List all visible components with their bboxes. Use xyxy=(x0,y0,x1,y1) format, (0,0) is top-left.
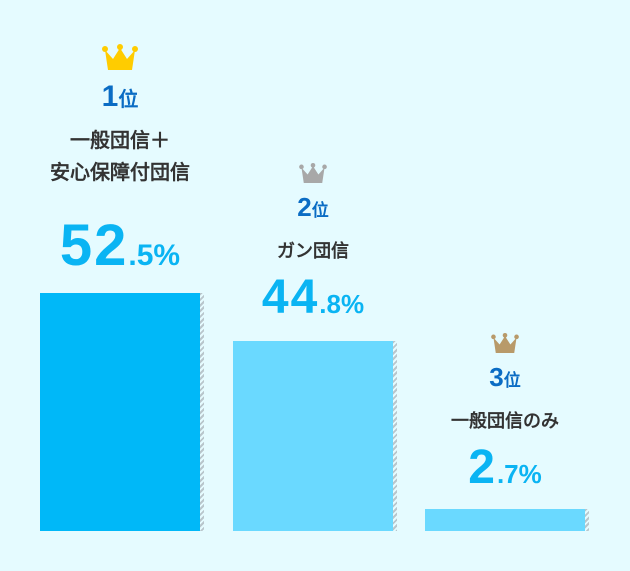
category-1-label: 一般団信＋ 安心保障付団信 xyxy=(50,128,190,184)
gold-crown-icon xyxy=(102,44,138,70)
bar-1 xyxy=(40,293,204,531)
value-3-label: 2.7% xyxy=(468,441,542,494)
bar-3 xyxy=(425,509,589,531)
rank-3-label: 3位 xyxy=(489,362,521,392)
bronze-crown-icon xyxy=(491,333,519,353)
rank-2-label: 2位 xyxy=(297,192,329,222)
category-2-label: ガン団信 xyxy=(277,241,349,262)
category-3-label: 一般団信のみ xyxy=(451,411,559,432)
rank-1-label: 1位 xyxy=(101,80,139,113)
bar-2 xyxy=(233,341,397,531)
value-2-label: 44.8% xyxy=(261,271,365,324)
silver-crown-icon xyxy=(299,163,327,183)
value-1-label: 52.5% xyxy=(59,213,181,278)
